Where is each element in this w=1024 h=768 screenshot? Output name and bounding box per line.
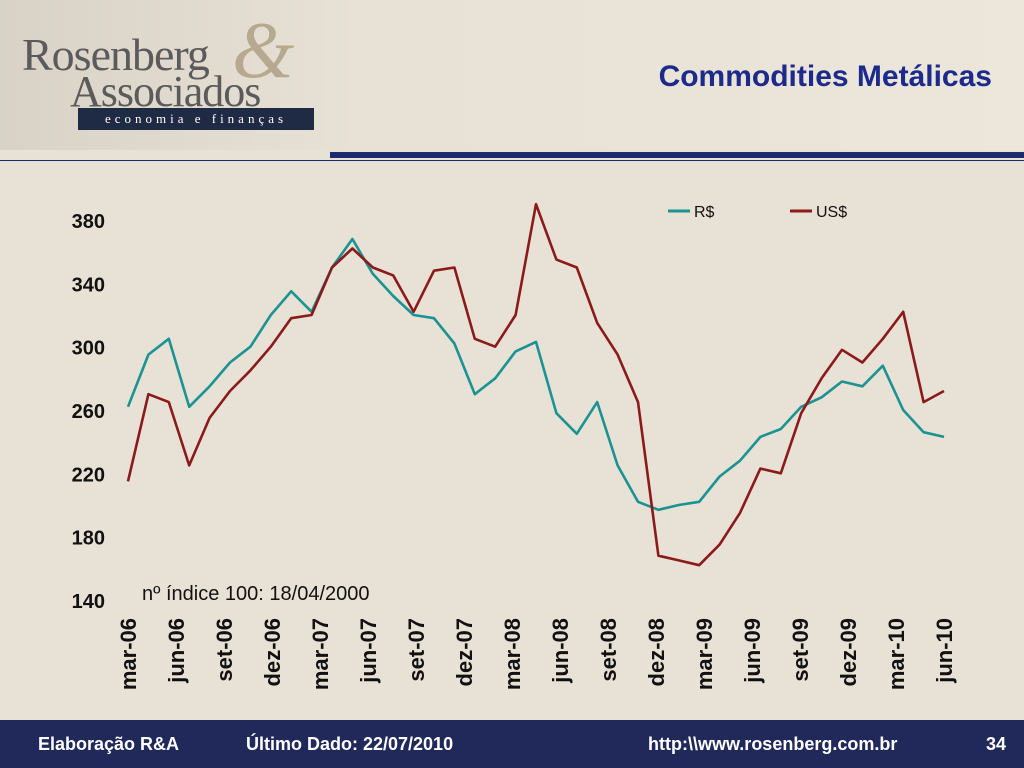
footer-page-number: 34 bbox=[986, 734, 1007, 754]
logo-ampersand: & bbox=[232, 7, 295, 95]
chart-legend: R$ US$ bbox=[668, 204, 847, 221]
header: & Rosenberg Associados economia e finanç… bbox=[0, 0, 1024, 150]
x-tick-label: mar-06 bbox=[116, 618, 141, 690]
line-chart: 140 180 220 260 300 340 380 mar-06 jun-06 set-06… bbox=[72, 202, 957, 690]
x-tick-label: dez-09 bbox=[836, 618, 861, 686]
x-tick-label: set-06 bbox=[212, 618, 237, 682]
company-logo: & Rosenberg Associados economia e finanç… bbox=[0, 7, 320, 145]
series-line-1 bbox=[126, 202, 945, 567]
legend-label: US$ bbox=[816, 204, 847, 221]
series-line-0 bbox=[126, 237, 945, 512]
x-tick-label: mar-08 bbox=[500, 618, 525, 690]
footer-url-link[interactable]: http:\\www.rosenberg.com.br bbox=[648, 734, 898, 754]
x-tick-label: mar-09 bbox=[692, 618, 717, 690]
chart-annotation: nº índice 100: 18/04/2000 bbox=[142, 583, 370, 605]
footer-last-data: Último Dado: 22/07/2010 bbox=[246, 734, 454, 754]
footer: Elaboração R&A Último Dado: 22/07/2010 h… bbox=[0, 720, 1024, 768]
x-tick-label: mar-07 bbox=[308, 618, 333, 690]
y-axis-tick-labels: 140 180 220 260 300 340 380 bbox=[72, 211, 105, 613]
slide-title: Commodities Metálicas bbox=[658, 60, 992, 93]
x-tick-label: set-09 bbox=[788, 618, 813, 682]
x-tick-label: dez-06 bbox=[260, 618, 285, 686]
x-tick-label: dez-07 bbox=[452, 618, 477, 686]
y-tick-label: 380 bbox=[72, 211, 105, 233]
y-tick-label: 140 bbox=[72, 591, 105, 613]
header-rule bbox=[330, 152, 1024, 158]
x-tick-label: jun-06 bbox=[164, 618, 189, 684]
x-axis-tick-labels: mar-06 jun-06 set-06 dez-06 mar-07 jun-07 set-… bbox=[116, 618, 957, 690]
x-tick-label: jun-08 bbox=[548, 618, 573, 684]
x-tick-label: jun-07 bbox=[356, 618, 381, 684]
logo-text-line1: Rosenberg bbox=[22, 29, 210, 80]
header-rule-thin bbox=[0, 160, 1024, 161]
legend-label: R$ bbox=[694, 204, 715, 221]
y-tick-label: 180 bbox=[72, 528, 105, 550]
x-tick-label: jun-09 bbox=[740, 618, 765, 684]
chart-series bbox=[126, 202, 945, 567]
footer-author: Elaboração R&A bbox=[38, 734, 180, 754]
x-tick-label: set-08 bbox=[596, 618, 621, 682]
x-tick-label: dez-08 bbox=[644, 618, 669, 686]
x-tick-label: mar-10 bbox=[884, 618, 909, 690]
x-tick-label: jun-10 bbox=[932, 618, 957, 684]
y-tick-label: 340 bbox=[72, 274, 105, 296]
y-tick-label: 220 bbox=[72, 464, 105, 486]
x-tick-label: set-07 bbox=[404, 618, 429, 682]
logo-text-line2: Associados bbox=[70, 67, 261, 116]
logo-tagline: economia e finanças bbox=[78, 108, 314, 130]
y-tick-label: 260 bbox=[72, 401, 105, 423]
y-tick-label: 300 bbox=[72, 338, 105, 360]
